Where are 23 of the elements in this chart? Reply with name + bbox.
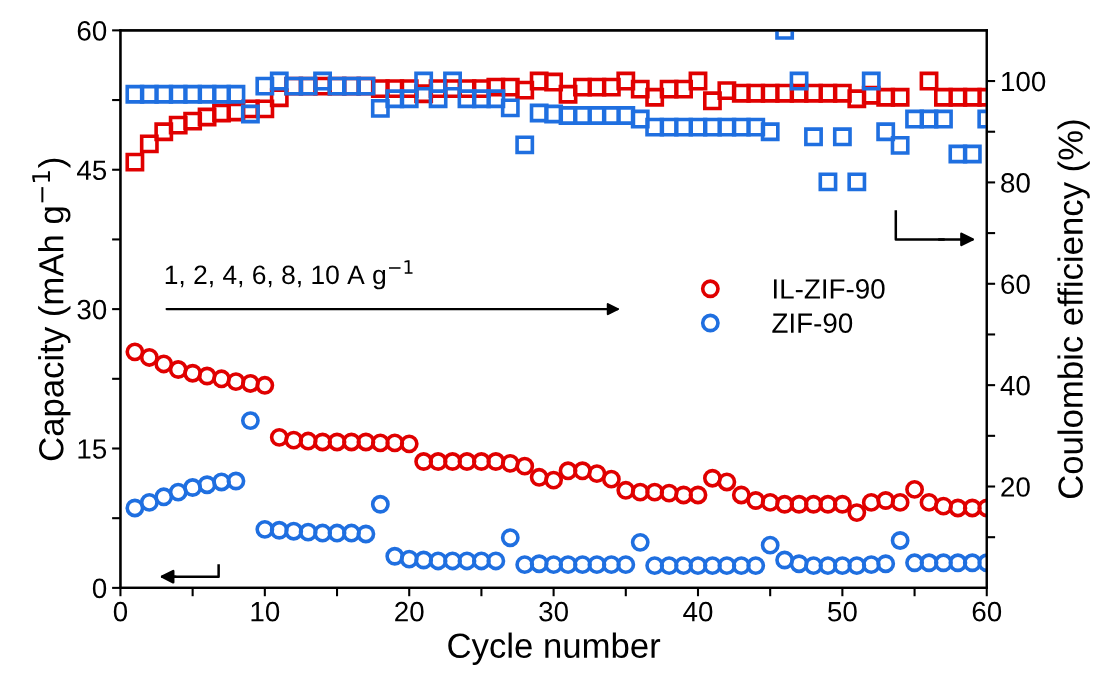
y2-axis-title: Coulombic efficiency (%) — [1057, 120, 1090, 499]
annotation: 1, 2, 4, 6, 8, 10 A g$^{−1}$ — [165, 260, 413, 290]
y-tick-label: 30 — [77, 299, 107, 320]
x-tick-label: 60 — [972, 601, 1002, 622]
x-tick-label: 50 — [828, 601, 857, 622]
y2-tick-label: 20 — [1001, 477, 1030, 497]
x-tick-label: 40 — [683, 601, 713, 622]
x-tick-label: 30 — [539, 601, 568, 622]
x-tick-label: 20 — [395, 601, 424, 622]
y2-tick-label: 60 — [1001, 274, 1030, 295]
x-tick-label: 10 — [251, 601, 280, 622]
y2-tick-label: 100 — [1002, 71, 1046, 92]
x-axis-title: Cycle number — [448, 632, 661, 665]
x-tick-label: 0 — [113, 601, 128, 622]
legend-label: IL-ZIF-90 — [774, 279, 885, 299]
legend-label: ZIF-90 — [772, 313, 853, 333]
y-tick-label: 60 — [77, 21, 107, 41]
y-axis-title: Capacity (mAh g$^{−1}$) — [32, 158, 71, 461]
y2-tick-label: 40 — [1000, 375, 1030, 396]
y2-tick-label: 80 — [1001, 173, 1030, 193]
y-tick-label: 45 — [76, 160, 107, 181]
y-tick-label: 0 — [92, 578, 107, 599]
y-tick-label: 15 — [78, 439, 107, 459]
